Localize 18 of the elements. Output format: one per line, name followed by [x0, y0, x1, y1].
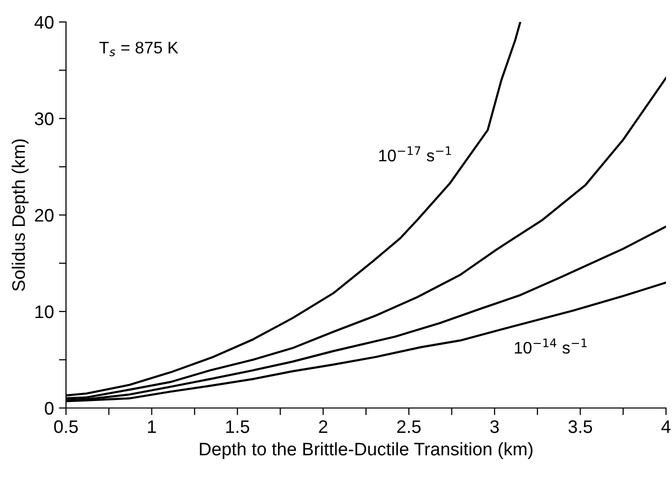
y-axis-title: Solidus Depth (km)	[12, 139, 29, 291]
x-axis-title: Depth to the Brittle-Ductile Transition (km)	[200, 442, 532, 460]
x-tick-label: 1	[148, 420, 156, 433]
x-tick-label: 1.5	[226, 420, 250, 434]
x-tick-label: 2	[319, 420, 328, 433]
annotation: T$_{s}$ = 875 K	[99, 42, 178, 56]
x-tick-label: 3	[490, 420, 499, 434]
x-tick-label: 3.5	[568, 420, 592, 434]
y-tick-label: 30	[34, 112, 54, 126]
x-tick-label: 2.5	[397, 420, 421, 434]
x-tick-label: 4	[661, 420, 670, 433]
y-tick-label: 0	[44, 402, 54, 415]
annotation: 10$^{−14}$ s$^{−1}$	[514, 338, 587, 354]
y-tick-label: 20	[35, 208, 54, 222]
x-tick-label: 0.5	[54, 420, 78, 434]
y-tick-label: 40	[34, 16, 54, 29]
y-tick-label: 10	[35, 305, 54, 318]
annotation: 10$^{−17}$ s$^{−1}$	[379, 146, 451, 162]
